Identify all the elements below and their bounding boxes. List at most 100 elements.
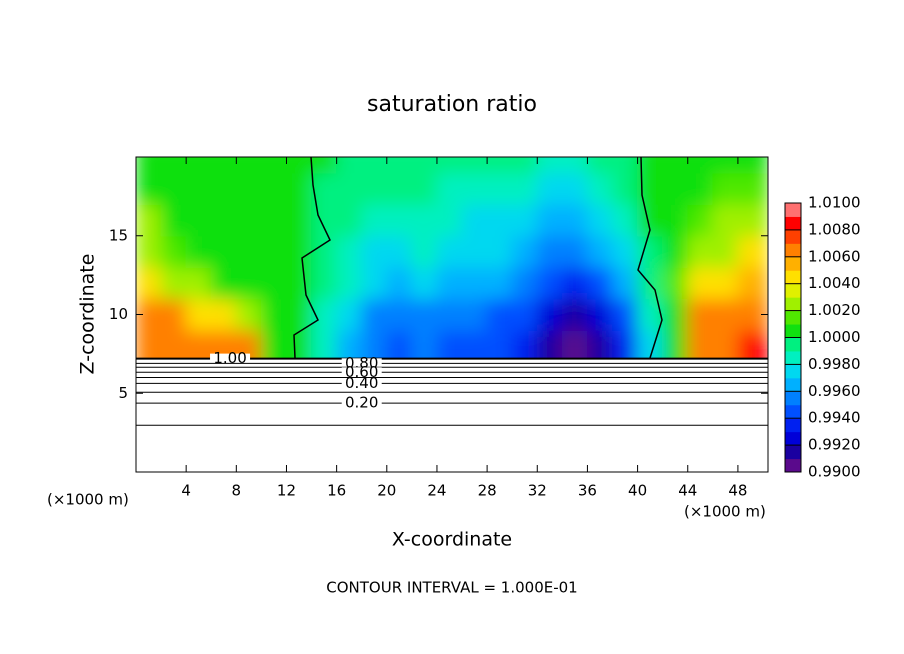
chart-title: saturation ratio [367, 92, 537, 117]
field-cell [436, 329, 463, 359]
field-cell [662, 298, 689, 331]
field-cell [511, 266, 538, 300]
x-axis-label: X-coordinate [392, 529, 512, 551]
field-cell [586, 235, 614, 268]
field-cell [386, 266, 413, 300]
field-cell [260, 203, 287, 237]
field-cell [136, 172, 162, 205]
field-cell [235, 157, 262, 174]
colorbar-swatch [785, 270, 801, 285]
colorbar-tick-label: 0.9920 [808, 436, 861, 454]
field-cell [336, 203, 363, 237]
field-cell [486, 172, 513, 205]
x-tick-label: 48 [728, 482, 747, 500]
field-cell [260, 172, 287, 205]
field-cell [486, 329, 513, 359]
field-cell [235, 298, 262, 331]
colorbar-swatch [785, 310, 801, 325]
field-cell [511, 298, 538, 331]
field-cell [436, 172, 463, 205]
field-cell [712, 298, 739, 331]
colorbar-tick-label: 1.0100 [808, 194, 861, 212]
field-cell [712, 329, 739, 359]
field-cell [687, 203, 714, 237]
x-tick-label: 20 [377, 482, 396, 500]
field-cell [210, 266, 237, 300]
field-cell [386, 203, 413, 237]
field-cell [386, 329, 413, 359]
field-cell [210, 235, 237, 268]
field-cell [561, 329, 588, 359]
field-cell [336, 157, 363, 174]
field-cell [637, 329, 664, 359]
field-cell [386, 157, 413, 174]
field-cell [561, 235, 588, 268]
colorbar-swatch [785, 283, 801, 298]
colorbar-swatch [785, 337, 801, 352]
contour-line [637, 156, 663, 359]
colorbar-tick-label: 0.9980 [808, 355, 861, 373]
field-cell [511, 329, 538, 359]
colorbar-swatch [785, 216, 801, 231]
field-cell [662, 157, 689, 174]
field-cell [637, 235, 664, 268]
field-cell [285, 203, 313, 237]
field-cell [185, 157, 212, 174]
field-cell [461, 266, 488, 300]
field-cell [185, 266, 212, 300]
colorbar-swatch [785, 256, 801, 271]
field-cell [136, 157, 162, 174]
field-cell [311, 157, 338, 174]
field-cell [536, 157, 563, 174]
field-cell [386, 172, 413, 205]
field-cell [561, 298, 588, 331]
field-cell [536, 329, 563, 359]
field-cell [160, 157, 187, 174]
field-cell [361, 266, 388, 300]
field-cell [737, 266, 768, 300]
field-cell [561, 157, 588, 174]
field-cell [285, 266, 313, 300]
field-cell [260, 157, 287, 174]
field-cell [185, 235, 212, 268]
field-cell [662, 235, 689, 268]
field-cell [361, 203, 388, 237]
y-axis-label: Z-coordinate [77, 254, 99, 375]
field-cell [411, 157, 438, 174]
field-cell [436, 157, 463, 174]
field-cell [361, 298, 388, 331]
field-cell [737, 235, 768, 268]
contour-label-bg [341, 367, 382, 378]
field-cell [612, 329, 639, 359]
colorbar-swatch [785, 229, 801, 244]
contour-label: 1.00 [213, 349, 246, 367]
field-cell [712, 266, 739, 300]
field-cell [160, 235, 187, 268]
field-cell [336, 329, 363, 359]
colorbar-swatch [785, 364, 801, 379]
field-cell [336, 266, 363, 300]
colorbar-swatch [785, 203, 801, 217]
field-cell [712, 203, 739, 237]
field-cell [160, 172, 187, 205]
colorbar-tick-label: 1.0000 [808, 328, 861, 346]
field-cell [185, 298, 212, 331]
field-cell [285, 298, 313, 331]
colorbar-tick-label: 1.0060 [808, 247, 861, 265]
field-cell [612, 172, 639, 205]
x-tick-label: 12 [277, 482, 296, 500]
field-cell [260, 298, 287, 331]
field-cell [511, 203, 538, 237]
colorbar-swatch [785, 350, 801, 365]
colorbar-swatch [785, 297, 801, 312]
field-cell [461, 172, 488, 205]
field-cell [336, 235, 363, 268]
field-cell [612, 203, 639, 237]
field-cell [461, 235, 488, 268]
colorbar-tick-label: 0.9900 [808, 463, 861, 481]
field-cell [586, 203, 614, 237]
field-cell [235, 266, 262, 300]
contour-label-bg [341, 378, 382, 389]
field-cell [461, 203, 488, 237]
field-cell [260, 266, 287, 300]
